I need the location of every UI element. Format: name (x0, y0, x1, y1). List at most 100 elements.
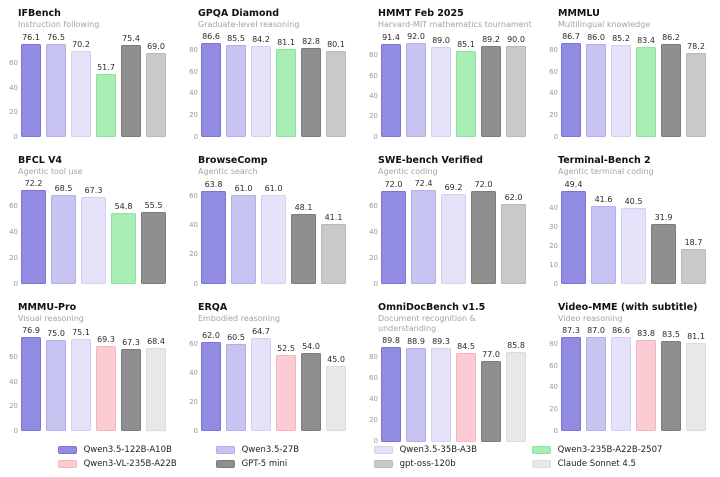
bar-qwen3-5-27b (411, 190, 436, 285)
legend-item-claude-sonnet-4-5: Claude Sonnet 4.5 (531, 458, 663, 469)
bar-group-qwen3-5-35b-a3b: 69.2 (441, 180, 466, 285)
y-axis: 0 20 40 60 (366, 180, 381, 287)
bars-area: 49.4 41.6 40.5 31.9 18.7 (561, 180, 712, 285)
bar-group-gpt-5-mini: 89.2 (481, 33, 501, 138)
legend-item-qwen3-vl-235b-a22b: Qwen3-VL-235B-A22B (57, 459, 186, 469)
y-axis: 0 20 40 60 80 (546, 327, 561, 435)
charts-grid: IFBench Instruction following 0 20 40 60 76.1 7… (6, 0, 720, 445)
bar-value-label: 84.2 (252, 35, 270, 45)
bar-value-label: 72.4 (414, 179, 433, 189)
y-tick-label: 0 (193, 426, 198, 435)
y-axis: 0 20 40 60 (186, 327, 201, 435)
bar-qwen3-5-35b-a3b (621, 207, 646, 285)
y-tick-label: 40 (549, 89, 558, 98)
bar-group-qwen3-5-122b-a10b: 49.4 (561, 180, 586, 285)
y-axis: 0 20 40 60 80 (366, 33, 381, 141)
bar-group-qwen3-5-27b: 88.9 (406, 338, 426, 442)
chart-subtitle: Video reasoning (558, 313, 623, 323)
bar-gpt-oss-120b (686, 52, 706, 138)
legend: Qwen3.5-122B-A10B Qwen3.5-27B Qwen3.5-35B-… (0, 441, 720, 477)
bar-group-qwen3-5-122b-a10b: 63.8 (201, 179, 226, 285)
bar-gpt-oss-120b (321, 224, 346, 285)
bar-value-label: 78.2 (687, 41, 705, 51)
bar-value-label: 81.1 (687, 332, 705, 342)
chart-title: ERQA (198, 302, 228, 313)
chart-title: OmniDocBench v1.5 (378, 302, 486, 313)
chart-hmmt-feb-2025: HMMT Feb 2025 Harvard-MIT mathematics tou… (360, 0, 540, 147)
bar-value-label: 92.0 (407, 32, 425, 42)
bar-qwen3-5-27b (46, 339, 66, 432)
y-tick-label: 20 (9, 402, 18, 411)
bar-value-label: 69.3 (97, 335, 115, 345)
chart-mmmlu: MMMLU Multilingual knowledge 0 20 40 60 80 86.7… (540, 0, 720, 147)
bar-qwen3-5-122b-a10b (561, 190, 586, 285)
legend-label: Qwen3.5-27B (241, 445, 300, 455)
bar-group-gpt-5-mini: 48.1 (291, 180, 316, 285)
bar-qwen3-235b-a22b-2507 (111, 213, 136, 285)
legend-item-qwen3-5-27b: Qwen3.5-27B (215, 445, 344, 455)
bar-group-qwen3-5-27b: 86.0 (586, 33, 606, 138)
bar-group-gpt-5-mini: 77.0 (481, 338, 501, 442)
bar-qwen3-5-122b-a10b (381, 347, 401, 442)
y-tick-label: 40 (189, 89, 198, 98)
chart-subtitle: Visual reasoning (18, 313, 84, 323)
bar-value-label: 45.0 (327, 355, 345, 365)
bar-qwen3-5-122b-a10b (381, 190, 406, 285)
bar-value-label: 84.5 (457, 341, 475, 351)
bar-qwen3-5-35b-a3b (71, 339, 91, 432)
bars-area: 91.4 92.0 89.0 85.1 89.2 90.0 (381, 32, 532, 138)
bar-gpt-5-mini (291, 213, 316, 285)
chart-title: MMMLU (558, 8, 600, 19)
chart-browsecomp: BrowseComp Agentic search 0 20 40 60 63.8 61.0 6… (180, 147, 360, 294)
bar-gpt-5-mini (141, 212, 166, 285)
bar-group-qwen3-5-122b-a10b: 86.6 (201, 33, 221, 138)
y-axis: 0 20 40 60 (6, 33, 21, 140)
bar-group-qwen3-5-122b-a10b: 89.8 (381, 337, 401, 442)
bar-group-qwen3-5-35b-a3b: 75.1 (71, 327, 91, 432)
bar-value-label: 31.9 (654, 212, 673, 222)
bar-qwen3-5-35b-a3b (81, 196, 106, 285)
bar-group-qwen3-5-35b-a3b: 85.2 (611, 33, 631, 138)
y-tick-label: 40 (369, 91, 378, 100)
bar-group-qwen3-5-122b-a10b: 72.2 (21, 180, 46, 285)
bar-group-qwen3-235b-a22b-2507: 81.1 (276, 33, 296, 138)
y-tick-label: 20 (549, 111, 558, 120)
y-tick-label: 60 (369, 374, 378, 383)
legend-item-qwen3-5-122b-a10b: Qwen3.5-122B-A10B (57, 446, 186, 455)
bar-value-label: 75.4 (122, 34, 140, 44)
bar-qwen3-5-122b-a10b (201, 190, 226, 285)
y-tick-label: 20 (369, 416, 378, 425)
bar-qwen3-5-35b-a3b (251, 337, 271, 432)
bar-qwen3-5-122b-a10b (561, 336, 581, 432)
bar-value-label: 82.8 (302, 36, 320, 46)
bar-qwen3-5-27b (586, 44, 606, 138)
bar-group-gpt-5-mini: 55.5 (141, 180, 166, 285)
bar-value-label: 86.2 (662, 32, 680, 42)
y-axis: 0 20 40 60 (186, 180, 201, 287)
bars-area: 72.0 72.4 69.2 72.0 62.0 (381, 179, 532, 285)
chart-title: SWE-bench Verified (378, 155, 483, 166)
plot-area: 0 20 40 60 72.0 72.4 69.2 72.0 62.0 (366, 179, 532, 287)
bar-value-label: 63.8 (204, 179, 223, 189)
bar-value-label: 76.9 (22, 326, 40, 336)
legend-label: gpt-oss-120b (399, 458, 456, 469)
bar-qwen3-235b-a22b-2507 (96, 74, 116, 138)
chart-title: MMMU-Pro (18, 302, 77, 313)
bar-group-qwen3-5-35b-a3b: 84.2 (251, 33, 271, 138)
plot-area: 0 20 40 60 76.9 75.0 75.1 69.3 67.3 68.4 (6, 326, 172, 434)
bar-group-qwen3-5-27b: 60.5 (226, 327, 246, 432)
bar-qwen3-235b-a22b-2507 (636, 46, 656, 138)
y-tick-label: 0 (373, 279, 378, 288)
plot-area: 0 20 40 60 63.8 61.0 61.0 48.1 41.1 (186, 179, 352, 287)
bar-group-gpt-oss-120b: 80.1 (326, 33, 346, 138)
chart-subtitle: Agentic coding (378, 166, 438, 176)
bar-value-label: 85.8 (507, 340, 525, 350)
bar-value-label: 87.3 (562, 325, 580, 335)
bar-qwen3-5-27b (406, 43, 426, 138)
bar-group-qwen3-5-27b: 85.5 (226, 33, 246, 138)
y-tick-label: 40 (9, 83, 18, 92)
y-tick-label: 20 (9, 108, 18, 117)
y-tick-label: 40 (369, 395, 378, 404)
bars-area: 86.7 86.0 85.2 83.4 86.2 78.2 (561, 32, 712, 138)
legend-label: Claude Sonnet 4.5 (557, 458, 636, 469)
